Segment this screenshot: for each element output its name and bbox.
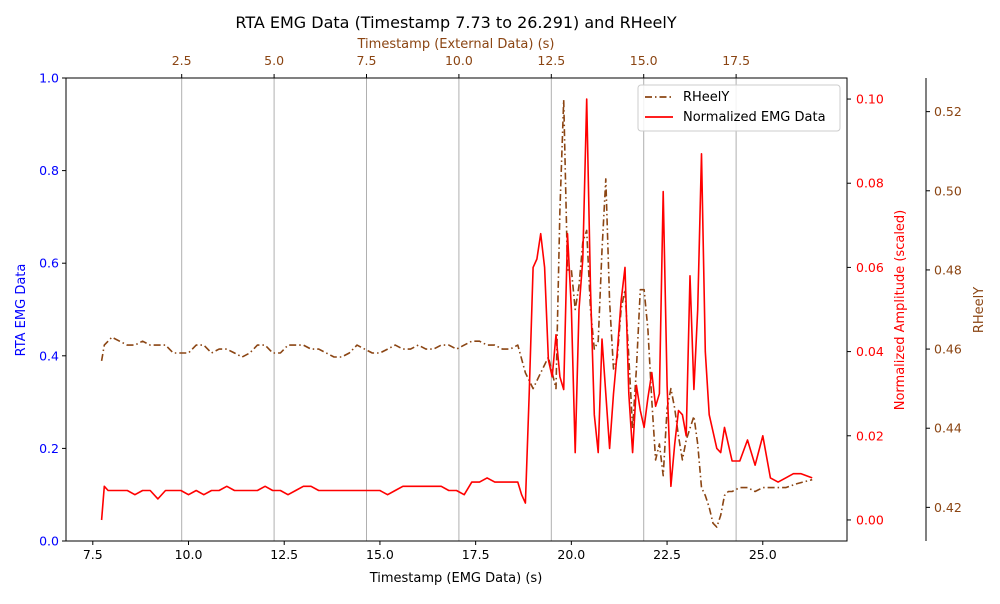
- y3-tick-label: 0.42: [934, 500, 962, 515]
- x-axis-label: Timestamp (EMG Data) (s): [369, 571, 543, 586]
- legend-label-rheely: RHeelY: [683, 90, 729, 105]
- top-tick-label: 7.5: [357, 53, 377, 68]
- y-tick-label: 0.0: [39, 534, 59, 549]
- y3-tick-label: 0.50: [934, 183, 962, 198]
- y-tick-label: 0.4: [39, 348, 59, 363]
- y3-tick-label: 0.46: [934, 342, 962, 357]
- x-tick-label: 12.5: [270, 547, 298, 562]
- legend-label-emg: Normalized EMG Data: [683, 110, 826, 125]
- top-tick-label: 2.5: [172, 53, 192, 68]
- y2-tick-label: 0.06: [856, 260, 884, 275]
- y2-axis-label: Normalized Amplitude (scaled): [893, 210, 908, 411]
- series-line-rheely: [100, 99, 813, 528]
- y3-tick-label: 0.44: [934, 421, 962, 436]
- top-tick-label: 12.5: [537, 53, 565, 68]
- y-axis-label: RTA EMG Data: [14, 264, 29, 357]
- x-tick-label: 25.0: [749, 547, 777, 562]
- grid: [181, 78, 737, 541]
- series-layer: [100, 98, 813, 528]
- x-tick-label: 20.0: [557, 547, 585, 562]
- top-tick-label: 17.5: [722, 53, 750, 68]
- y-tick-label: 0.2: [39, 441, 59, 456]
- x-tick-label: 15.0: [366, 547, 394, 562]
- top-tick-label: 10.0: [445, 53, 473, 68]
- y2-tick-label: 0.04: [856, 344, 884, 359]
- legend-box: [637, 84, 841, 132]
- y2-tick-label: 0.08: [856, 176, 884, 191]
- y3-axis-label: RHeelY: [972, 287, 987, 333]
- y-tick-label: 0.8: [39, 163, 59, 178]
- top-tick-label: 15.0: [630, 53, 658, 68]
- series-line-normalized-emg: [100, 98, 813, 521]
- x-tick-label: 17.5: [462, 547, 490, 562]
- x-tick-label: 22.5: [653, 547, 681, 562]
- y3-tick-label: 0.52: [934, 104, 962, 119]
- y-tick-label: 0.6: [39, 256, 59, 271]
- plot-frame: [65, 77, 848, 542]
- y2-tick-label: 0.10: [856, 92, 884, 107]
- y2-tick-label: 0.02: [856, 428, 884, 443]
- tick-layer: 2.5 5.0 7.5 10.0 12.5 15.0 17.5 7.5 10.0 12.5 15.0…: [39, 53, 962, 562]
- x-tick-label: 10.0: [175, 547, 203, 562]
- y2-tick-label: 0.00: [856, 512, 884, 527]
- legend: RHeelY Normalized EMG Data: [637, 84, 841, 132]
- top-tick-label: 5.0: [264, 53, 284, 68]
- x-tick-label: 7.5: [83, 547, 103, 562]
- y3-tick-label: 0.48: [934, 262, 962, 277]
- top-axis-label: Timestamp (External Data) (s): [357, 37, 555, 52]
- chart-title: RTA EMG Data (Timestamp 7.73 to 26.291) …: [235, 13, 676, 32]
- y-tick-label: 1.0: [39, 71, 59, 86]
